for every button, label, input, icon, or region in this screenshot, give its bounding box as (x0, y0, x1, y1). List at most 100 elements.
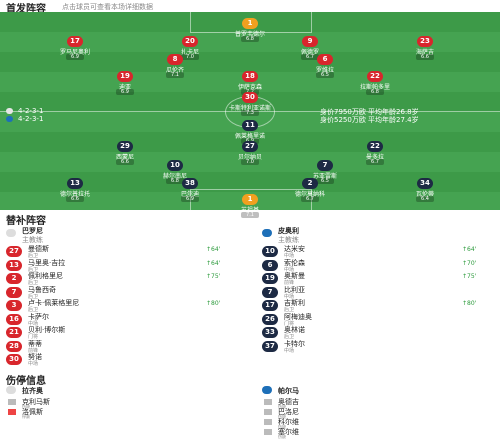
player-number: 8 (167, 54, 183, 65)
injury-icon (264, 409, 272, 415)
player-name: 海萨吉 (415, 49, 434, 56)
team-info: 身价7950万欧 平均年龄26.8岁 (320, 108, 419, 116)
player-number: 1 (242, 18, 258, 29)
team-logo (6, 108, 13, 114)
player-number: 23 (417, 36, 433, 47)
sub-name: 卢卡·佩莱格里尼 (28, 299, 80, 307)
sub-name: 卡萨尔 (28, 312, 49, 321)
injury-status: 伤缺 (278, 414, 286, 419)
player-rating: 6.8 (241, 36, 259, 42)
sub-minute: ↑75' (206, 273, 221, 280)
sub-name: 佩利格里尼 (28, 272, 63, 280)
player-rating: 7.0 (241, 159, 259, 165)
player-name: 罗维拉 (315, 67, 334, 74)
player-rating: 6.7 (301, 54, 319, 60)
formation: 4-2-3-1 (18, 107, 44, 115)
sub-number: 33 (262, 327, 278, 338)
sub-position: 前锋 (28, 347, 39, 354)
injury-status: 伤缺 (278, 434, 286, 439)
player-rating: 6.8 (366, 89, 384, 95)
player-name: 罗马尼奥利 (59, 49, 90, 56)
pitch (0, 12, 500, 210)
player-rating: 6.6 (416, 54, 434, 60)
player-rating: 7.1 (241, 212, 259, 218)
player-number: 34 (417, 178, 433, 189)
sub-minute: ↑64' (206, 246, 221, 253)
sub-number: 7 (262, 286, 278, 298)
player-name: 德尔普拉托 (59, 191, 90, 198)
sub-number: 19 (262, 273, 278, 284)
injury-status: 停赛 (22, 414, 30, 419)
sub-name: 达米安 (284, 245, 305, 253)
player-rating: 6.9 (116, 89, 134, 95)
sub-number: 13 (6, 259, 22, 271)
sub-number: 17 (262, 300, 278, 311)
player-name: 普罗韦德尔 (234, 31, 265, 38)
sub-position: 门将 (28, 334, 39, 340)
player-number: 29 (117, 141, 133, 152)
coach-name: 皮奥利 (278, 227, 299, 235)
player-name: 佩德罗 (300, 49, 319, 56)
team-logo (262, 229, 272, 237)
injury-icon (8, 409, 16, 415)
player-name: 瓦伦蒂 (415, 191, 434, 198)
injury-icon (264, 419, 272, 425)
player-rating: 6.9 (66, 54, 84, 60)
sub-number: 2 (6, 273, 22, 284)
player-name: 赫尔南尼 (162, 173, 187, 180)
player-name: 西蒙尼 (115, 154, 134, 161)
sub-position: 中场 (284, 347, 295, 354)
injury-status: 伤缺 (278, 404, 286, 409)
sub-number: 21 (6, 327, 22, 338)
sub-position: 后卫 (28, 266, 39, 273)
team-logo (262, 386, 272, 394)
sub-name: 蒂蒂 (28, 339, 42, 348)
sub-position: 后卫 (28, 253, 39, 259)
sub-position: 中场 (28, 361, 39, 367)
player-rating: 6.7 (301, 196, 319, 202)
sub-number: 37 (262, 340, 278, 352)
sub-position: 中场 (284, 293, 295, 300)
player-rating: 7.1 (166, 72, 184, 78)
sub-name: 比利亚 (284, 285, 305, 294)
sub-number: 27 (6, 246, 22, 257)
player-rating: 6.4 (416, 196, 434, 202)
injury-name: 奥德吉 (278, 398, 299, 406)
section-hint: 点击球员可查看本场详细数据 (62, 3, 153, 11)
team-name: 帕尔马 (278, 387, 299, 395)
player-number: 9 (302, 36, 318, 47)
player-number: 20 (182, 36, 198, 47)
player-name: 德尔莫纳科 (294, 191, 325, 198)
player-name: 贝尔纳贝 (237, 154, 262, 161)
injury-icon (8, 399, 16, 405)
sub-position: 后卫 (28, 280, 39, 286)
sub-name: 奥斯曼 (284, 272, 305, 280)
section-title: 伤停信息 (6, 376, 46, 387)
injury-icon (264, 429, 272, 435)
player-name: 苏亚雷斯 (312, 173, 337, 180)
section-title: 替补阵容 (6, 216, 46, 227)
sub-minute: ↑80' (462, 300, 477, 307)
sub-position: 中场 (284, 253, 295, 259)
player-name: 苏祖基 (240, 207, 259, 214)
sub-name: 曼德斯 (28, 245, 49, 253)
player-name: 瓜伦齐 (165, 67, 184, 74)
player-rating: 6.5 (316, 72, 334, 78)
player-rating: 6.9 (181, 196, 199, 202)
sub-minute: ↑64' (206, 259, 221, 267)
player-number: 6 (317, 54, 333, 65)
player-number: 22 (367, 71, 383, 82)
sub-name: 奥林诺 (284, 326, 305, 334)
player-name: 曼多拉 (365, 154, 384, 161)
player-number: 27 (242, 141, 258, 152)
coach-role: 主教练 (278, 236, 299, 244)
sub-number: 10 (262, 246, 278, 257)
player-number: 30 (242, 92, 258, 103)
injury-name: 科尔维 (278, 418, 299, 426)
player-name: 拉斯帕多里 (359, 84, 390, 91)
sub-name: 索伦森 (284, 258, 305, 267)
sub-number: 6 (262, 259, 278, 271)
team-info: 身价5250万欧 平均年龄27.4岁 (320, 116, 419, 124)
player-number: 7 (317, 160, 333, 171)
player-number: 22 (367, 141, 383, 152)
